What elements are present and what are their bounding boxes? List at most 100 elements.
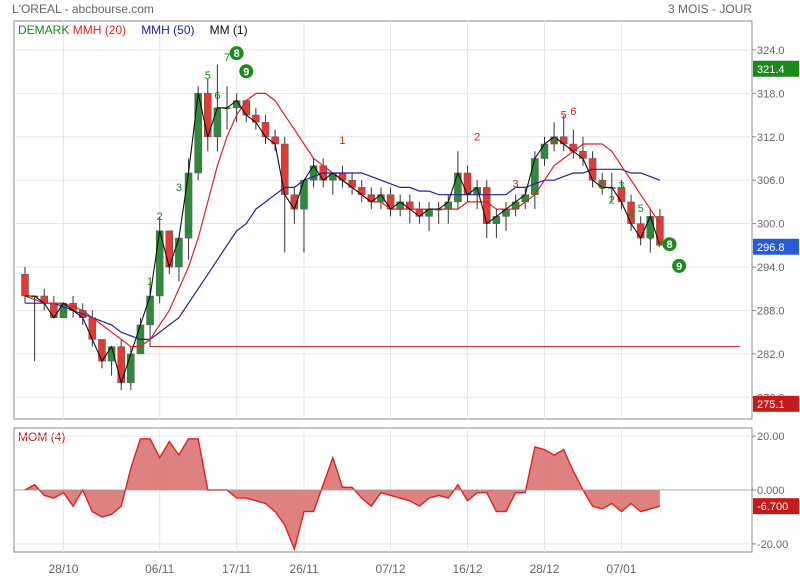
legend-entry: MMH (20)	[73, 23, 126, 37]
chart-header-title: L'OREAL - abcbourse.com	[12, 2, 154, 16]
momentum-tick-label: -20.00	[757, 539, 788, 551]
demark-label: 6	[647, 231, 653, 243]
candle-body	[636, 223, 645, 239]
demark-label: 3	[618, 180, 624, 192]
price-badge-label: 275.1	[757, 399, 785, 411]
demark-label: 8	[234, 48, 240, 60]
candle-body	[329, 172, 337, 181]
demark-circle	[229, 46, 244, 61]
candle-body	[165, 230, 174, 268]
candle-body	[338, 172, 347, 181]
x-tick-label: 17/11	[222, 562, 251, 576]
momentum-area	[25, 438, 660, 550]
candle-body	[271, 136, 279, 145]
demark-label: 9	[243, 66, 249, 78]
candle-body	[213, 107, 222, 138]
price-badge	[753, 395, 799, 412]
candle-body	[531, 158, 539, 195]
candle-body	[117, 346, 125, 384]
x-tick-label: 07/12	[376, 562, 406, 576]
momentum-value-label: -6.700	[757, 501, 788, 513]
candle-body	[406, 201, 414, 210]
momentum-tick-label: 20.00	[757, 431, 785, 443]
demark-label: 1	[599, 180, 605, 192]
candle-body	[540, 143, 549, 159]
demark-label: 1	[147, 276, 153, 288]
legend-entry: DEMARK	[18, 23, 69, 37]
x-tick-label: 06/11	[145, 562, 174, 576]
momentum-value-badge	[753, 498, 799, 515]
candle-body	[21, 274, 29, 297]
candle-body	[559, 136, 568, 145]
demark-label: 8	[666, 239, 672, 251]
legend-entry: MM (1)	[210, 23, 248, 37]
demark-label: 6	[570, 106, 576, 118]
demark-label: 3	[513, 178, 519, 190]
demark-label: 7	[224, 52, 230, 64]
price-tick-label: 324.0	[757, 45, 785, 57]
price-tick-label: 306.0	[757, 175, 785, 187]
candle-body	[463, 172, 472, 195]
candle-body	[252, 114, 260, 123]
momentum-line	[24, 438, 661, 552]
candle-body	[415, 208, 424, 217]
momentum-tick-label: 0.000	[757, 485, 785, 497]
x-tick-label: 26/11	[289, 562, 318, 576]
demark-label: 7	[657, 238, 663, 250]
candle-body	[502, 208, 510, 217]
candle-body	[511, 201, 520, 210]
demark-label: 2	[474, 131, 480, 143]
x-tick-label: 07/01	[606, 562, 636, 576]
price-badge-label: 296.8	[757, 242, 785, 254]
price-tick-label: 318.0	[757, 88, 785, 100]
price-tick-label: 300.0	[757, 219, 785, 231]
price-badge	[753, 60, 799, 77]
candle-body	[175, 237, 183, 268]
candle-body	[348, 179, 356, 188]
x-tick-label: 28/10	[48, 562, 78, 576]
candle-body	[88, 317, 97, 340]
demark-label: 6	[214, 90, 220, 102]
candle-body	[146, 295, 154, 326]
demark-label: 4	[628, 209, 634, 221]
price-tick-label: 312.0	[757, 132, 785, 144]
candle-body	[521, 194, 529, 203]
candle-body	[444, 201, 453, 210]
demark-label: 4	[551, 135, 557, 147]
demark-circle	[662, 237, 677, 252]
price-tick-label: 288.0	[757, 305, 785, 317]
legend-entry: MMH (50)	[141, 23, 194, 37]
momentum-title: MOM (4)	[18, 430, 65, 444]
candle-body	[656, 216, 664, 246]
candle-body	[579, 151, 587, 159]
price-tick-label: 294.0	[757, 262, 785, 274]
demark-circle	[239, 64, 254, 79]
candle-body	[300, 179, 308, 210]
demark-circle	[672, 258, 687, 273]
candle-body	[242, 100, 251, 116]
demark-label: 3	[176, 182, 182, 194]
demark-label: 4	[185, 225, 191, 237]
mm1-line	[25, 93, 661, 385]
candle-body	[396, 201, 404, 210]
candle-body	[127, 353, 135, 384]
demark-label: 5	[205, 70, 211, 82]
demark-label: 5	[638, 203, 644, 215]
x-tick-label: 28/12	[529, 562, 559, 576]
price-badge-label: 321.4	[757, 64, 785, 76]
chart-header-period: 3 MOIS - JOUR	[668, 2, 752, 16]
candle-body	[483, 187, 491, 224]
demark-label: 5	[561, 110, 567, 122]
candle-body	[425, 208, 433, 217]
demark-label: 2	[609, 194, 615, 206]
mmh50-line	[25, 168, 661, 340]
candle-body	[492, 216, 501, 224]
price-badge	[753, 238, 799, 255]
candle-body	[261, 122, 270, 138]
candle-body	[50, 302, 58, 318]
demark-label: 2	[157, 211, 163, 223]
demark-label: 9	[676, 261, 682, 273]
price-tick-label: 282.0	[757, 349, 785, 361]
demark-label: 1	[339, 135, 345, 147]
